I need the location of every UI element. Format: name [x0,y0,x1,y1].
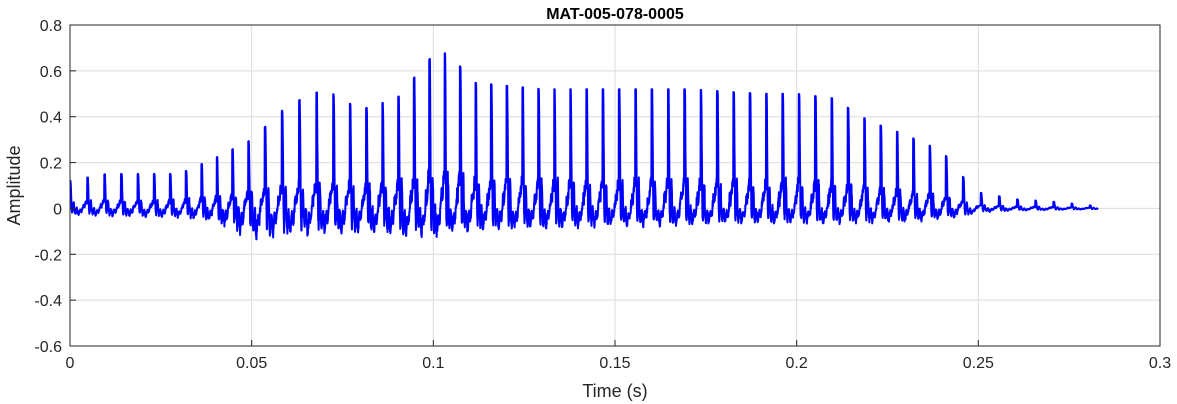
y-tick-label: 0.6 [40,64,62,81]
x-tick-label: 0.1 [422,355,444,372]
x-tick-label: 0.2 [786,355,808,372]
chart-title: MAT-005-078-0005 [546,6,684,23]
plot-area-frame [69,24,1161,347]
x-tick-label: 0 [66,355,75,372]
y-tick-label: 0.2 [40,156,62,173]
y-tick-label: -0.6 [34,339,62,356]
y-axis-label: Amplitude [4,145,24,225]
x-tick-label: 0.05 [236,355,267,372]
signal-series [69,52,1100,241]
x-axis-label: Time (s) [582,381,647,401]
y-tick-label: -0.2 [34,247,62,264]
x-tick-label: 0.15 [599,355,630,372]
y-tick-label: 0.8 [40,18,62,35]
x-tick-label: 0.25 [963,355,994,372]
y-tick-label: 0 [53,201,62,218]
x-tick-label: 0.3 [1149,355,1171,372]
axis-ticks: 0 0.05 0.1 0.15 0.2 0.25 0.3 -0.6 -0.4 -0.2 0 0.2 0.… [34,18,1171,372]
signal-line [69,52,1100,241]
y-tick-label: 0.4 [40,110,62,127]
y-tick-label: -0.4 [34,293,62,310]
